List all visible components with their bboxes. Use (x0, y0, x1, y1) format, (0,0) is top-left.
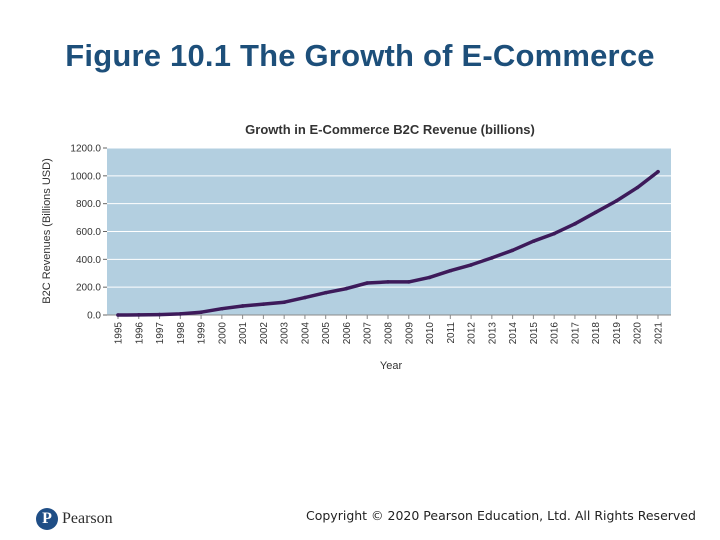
x-axis-ticks: 1995 1996 1997 1998 1999 2000 2001 2002 2003 2004… (107, 314, 671, 345)
x-tick-label: 1996 (134, 322, 145, 345)
x-tick-label: 2001 (238, 322, 249, 345)
y-tick-label: 0.0 (87, 311, 101, 322)
x-tick-label: 2018 (591, 322, 602, 345)
data-point (199, 310, 203, 315)
y-tick-label: 600.0 (76, 227, 101, 238)
data-point (406, 280, 411, 284)
data-point (157, 312, 162, 317)
x-tick-label: 2021 (654, 322, 665, 345)
y-axis-title: B2C Revenues (Billions USD) (41, 158, 53, 304)
x-tick-label: 2016 (550, 322, 561, 345)
y-tick-label: 800.0 (76, 199, 101, 210)
x-tick-label: 2020 (633, 322, 644, 345)
data-point (510, 248, 515, 253)
data-point (531, 239, 536, 244)
data-point (635, 185, 640, 190)
x-tick-label: 2005 (321, 322, 332, 345)
data-point (573, 222, 577, 226)
x-tick-label: 1999 (197, 322, 208, 345)
x-tick-label: 2014 (508, 322, 519, 345)
x-tick-label: 1997 (155, 322, 166, 345)
x-tick-label: 1995 (114, 322, 125, 345)
data-point (344, 286, 349, 291)
copyright-notice: Copyright © 2020 Pearson Education, Ltd.… (306, 508, 696, 523)
x-tick-label: 2010 (425, 322, 436, 345)
x-tick-label: 1998 (176, 322, 187, 345)
data-point (303, 295, 307, 300)
slide-title: Figure 10.1 The Growth of E-Commerce (65, 38, 655, 73)
y-tick-label: 1000.0 (70, 171, 101, 182)
y-tick-label: 1200.0 (70, 144, 101, 155)
data-point (240, 304, 245, 308)
pearson-logo-text: Pearson (62, 510, 113, 527)
data-point (136, 313, 141, 317)
x-tick-label: 2017 (570, 322, 581, 345)
data-point (614, 199, 619, 203)
pearson-logo: P Pearson (36, 506, 113, 532)
x-tick-label: 2019 (612, 322, 623, 345)
data-point (178, 312, 183, 316)
x-tick-label: 2002 (259, 322, 270, 345)
series-layer (116, 169, 660, 317)
y-tick-label: 400.0 (76, 255, 101, 266)
data-point (220, 306, 224, 311)
chart-title: Growth in E-Commerce B2C Revenue (billio… (245, 122, 535, 137)
data-point (386, 280, 390, 284)
pearson-logo-icon: P (36, 508, 58, 530)
data-point (656, 169, 660, 174)
y-tick-label: 200.0 (76, 283, 101, 294)
data-point (365, 281, 370, 285)
data-point (116, 313, 120, 317)
data-point (490, 256, 494, 260)
data-point (448, 268, 453, 273)
data-point (282, 300, 286, 304)
data-point (261, 302, 266, 306)
data-point (593, 210, 598, 215)
x-tick-label: 2000 (217, 322, 228, 345)
x-tick-label: 2012 (467, 322, 478, 345)
x-tick-label: 2006 (342, 322, 353, 345)
y-axis-ticks: 0.0 200.0 400.0 600.0 800.0 1000.0 1200.0 (70, 144, 107, 322)
x-tick-label: 2015 (529, 322, 540, 345)
x-tick-label: 2004 (300, 322, 311, 345)
data-point (469, 263, 473, 267)
data-point (552, 231, 556, 236)
x-tick-label: 2009 (404, 322, 415, 345)
x-tick-label: 2003 (280, 322, 291, 345)
x-axis-title: Year (380, 360, 403, 372)
revenue-line-chart: Growth in E-Commerce B2C Revenue (billio… (41, 122, 671, 372)
x-tick-label: 2007 (363, 322, 374, 345)
data-point (427, 275, 432, 280)
data-point (323, 290, 328, 295)
x-tick-label: 2008 (384, 322, 395, 345)
x-tick-label: 2011 (446, 322, 457, 344)
x-tick-label: 2013 (487, 322, 498, 345)
